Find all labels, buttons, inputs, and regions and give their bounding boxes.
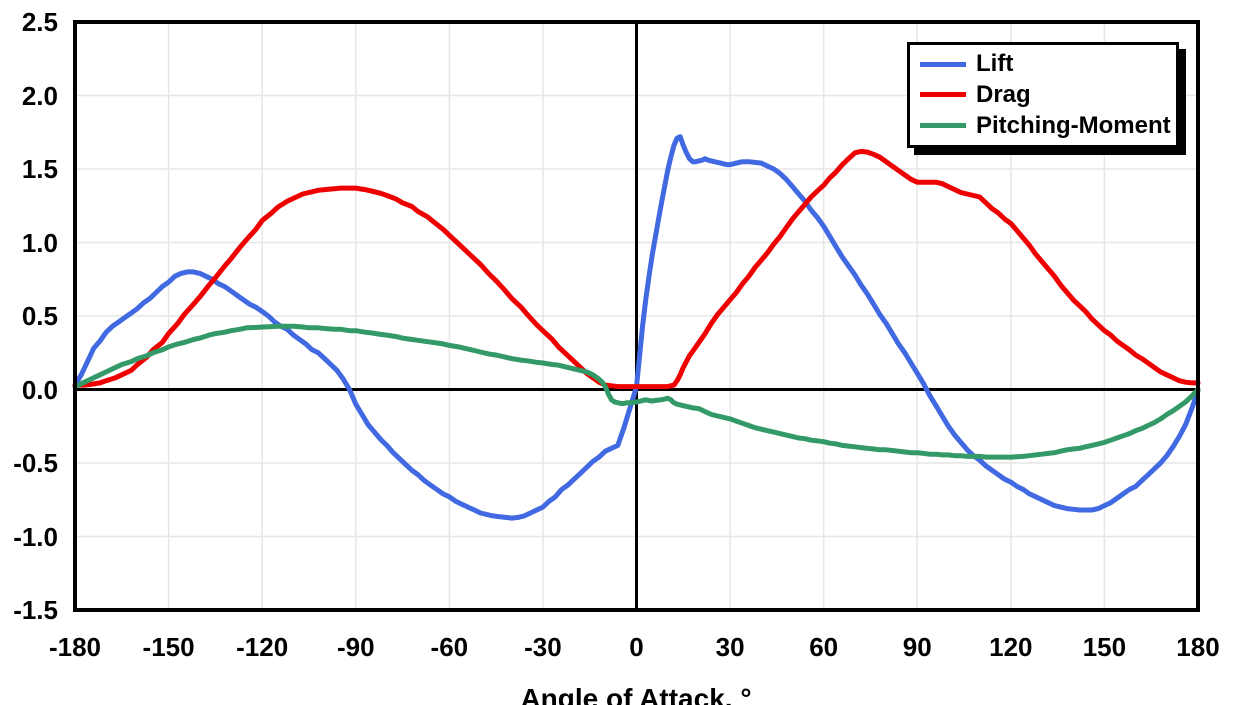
drag-curve [72,148,1201,390]
y-tick-label: 1.5 [21,154,58,184]
legend-label: Pitching-Moment [976,111,1171,139]
y-tick-label: -0.5 [13,448,58,478]
x-tick-label: 90 [902,632,932,662]
x-tick-label: -30 [524,632,562,662]
x-tick-label: -60 [430,632,469,662]
lift-line-swatch [920,61,966,67]
x-tick-label: 150 [1082,632,1127,662]
x-tick-label: 0 [629,632,644,662]
x-axis-title: Angle of Attack, ° [520,683,752,705]
drag-line-swatch [920,92,966,98]
plot-border [73,20,1200,612]
legend-item-lift: Lift [920,50,1176,78]
x-tick-label: 120 [989,632,1033,662]
legend-label: Drag [976,80,1031,108]
y-tick-label: 1.0 [21,227,58,258]
legend-label: Lift [976,50,1014,78]
x-tick-label: -150 [142,632,195,662]
y-tick-label: 0.5 [21,301,58,331]
y-tick-label: 2.0 [21,80,58,111]
pitching-moment-curve [72,323,1201,460]
pitching-moment-line-swatch [920,123,966,129]
legend-item-drag: Drag [920,81,1176,109]
legend-box: Lift Drag Pitching-Moment [907,42,1179,148]
x-tick-label: -180 [48,632,102,662]
y-tick-label: 0.0 [21,374,58,405]
legend-item-pitching-moment: Pitching-Moment [920,112,1176,140]
x-tick-label: 180 [1176,632,1220,662]
x-tick-label: 30 [715,632,745,662]
x-tick-label: -120 [236,632,289,662]
y-tick-label: 2.5 [21,7,58,37]
y-tick-label: -1.0 [13,521,58,552]
x-tick-label: 60 [809,632,839,662]
x-tick-label: -90 [336,632,375,662]
y-tick-label: -1.5 [13,595,58,625]
